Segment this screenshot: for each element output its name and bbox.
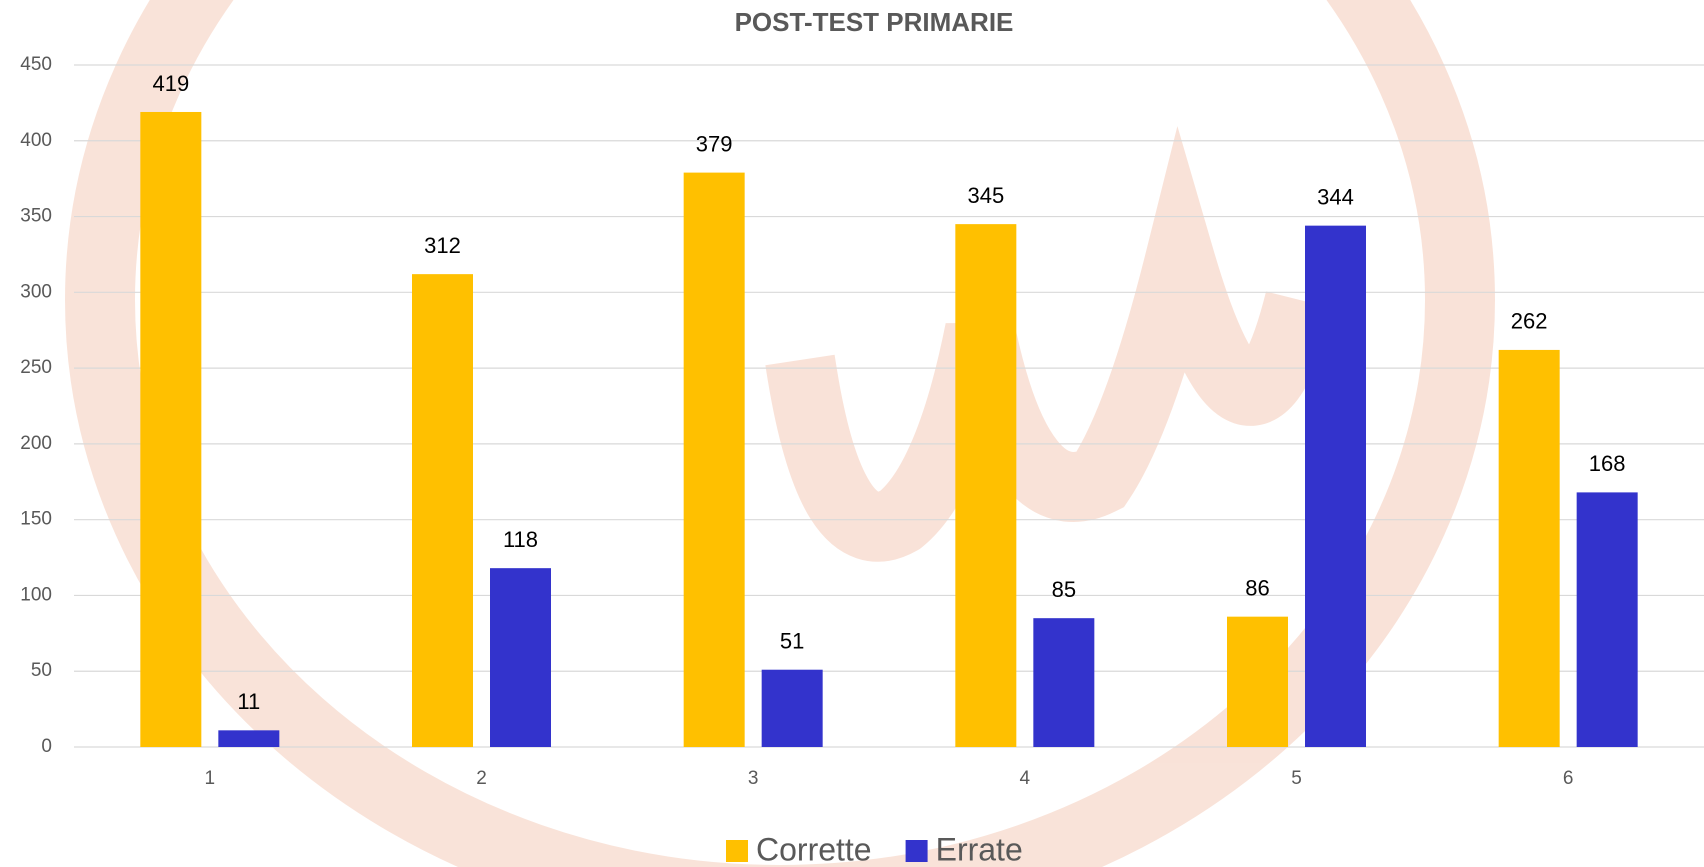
value-label: 344 bbox=[1317, 184, 1354, 209]
value-label: 118 bbox=[503, 527, 538, 552]
y-tick-label: 150 bbox=[20, 509, 52, 530]
bar bbox=[762, 670, 823, 747]
y-tick-label: 450 bbox=[20, 54, 52, 75]
value-label: 168 bbox=[1589, 451, 1626, 476]
bar bbox=[684, 173, 745, 747]
chart-title: POST-TEST PRIMARIE bbox=[735, 7, 1014, 37]
bar bbox=[218, 730, 279, 747]
y-tick-label: 200 bbox=[20, 433, 52, 454]
x-tick-label: 2 bbox=[476, 768, 487, 789]
y-tick-label: 50 bbox=[31, 660, 52, 681]
x-tick-label: 3 bbox=[748, 768, 759, 789]
legend-swatch bbox=[726, 840, 748, 862]
value-label: 85 bbox=[1052, 577, 1076, 602]
bar bbox=[140, 112, 201, 747]
value-label: 51 bbox=[780, 629, 804, 654]
bar bbox=[1033, 618, 1094, 747]
x-tick-label: 5 bbox=[1291, 768, 1302, 789]
legend-swatch bbox=[906, 840, 928, 862]
value-label: 345 bbox=[967, 183, 1004, 208]
y-tick-label: 100 bbox=[20, 584, 52, 605]
bar bbox=[1499, 350, 1560, 747]
y-tick-label: 300 bbox=[20, 281, 52, 302]
value-label: 312 bbox=[424, 233, 461, 258]
watermark-stroke bbox=[800, 260, 1300, 527]
bar bbox=[490, 568, 551, 747]
x-tick-label: 4 bbox=[1020, 768, 1031, 789]
legend-label: Corrette bbox=[756, 831, 872, 867]
value-label: 11 bbox=[237, 689, 260, 714]
x-tick-label: 1 bbox=[205, 768, 216, 789]
value-label: 262 bbox=[1511, 309, 1548, 334]
legend-label: Errate bbox=[936, 831, 1023, 867]
value-label: 419 bbox=[152, 71, 189, 96]
bar bbox=[955, 224, 1016, 747]
chart: POST-TEST PRIMARIE 0 50 100 150 200 250 300 350… bbox=[0, 0, 1704, 867]
bar bbox=[1305, 226, 1366, 747]
bar bbox=[1577, 492, 1638, 747]
bar bbox=[412, 274, 473, 747]
x-tick-label: 6 bbox=[1563, 768, 1574, 789]
y-tick-label: 400 bbox=[20, 130, 52, 151]
value-label: 86 bbox=[1245, 575, 1269, 600]
y-tick-label: 350 bbox=[20, 206, 52, 227]
bar bbox=[1227, 617, 1288, 747]
value-label: 379 bbox=[696, 131, 733, 156]
y-tick-label: 250 bbox=[20, 357, 52, 378]
y-tick-label: 0 bbox=[41, 736, 52, 757]
page: POST-TEST PRIMARIE 0 50 100 150 200 250 300 350… bbox=[0, 0, 1704, 867]
